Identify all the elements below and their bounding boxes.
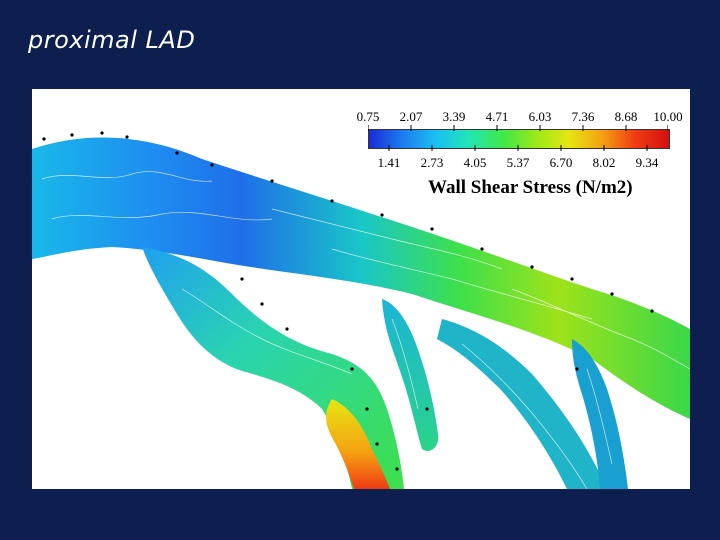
legend-title: Wall Shear Stress (N/m2) <box>428 177 633 198</box>
colorbar <box>368 129 670 149</box>
legend-top-value: 2.07 <box>399 109 423 124</box>
legend-top-value: 4.71 <box>485 109 509 124</box>
legend-bottom-value: 5.37 <box>506 155 530 170</box>
legend-top-value: 8.68 <box>614 109 638 124</box>
legend-top-value: 7.36 <box>571 109 595 124</box>
wall-shear-stress-figure: 0.75 2.07 3.39 4.71 6.03 7.36 8.68 10.00… <box>32 89 690 489</box>
legend-bottom-value: 1.41 <box>377 155 401 170</box>
colorbar-legend: 0.75 2.07 3.39 4.71 6.03 7.36 8.68 10.00… <box>352 105 690 215</box>
legend-top-value: 3.39 <box>442 109 466 124</box>
legend-bottom-value: 2.73 <box>420 155 444 170</box>
legend-bottom-value: 8.02 <box>592 155 616 170</box>
legend-bottom-value: 9.34 <box>635 155 659 170</box>
slide-title: proximal LAD <box>28 26 196 54</box>
legend-top-value: 0.75 <box>356 109 380 124</box>
colorbar-ticks <box>368 125 668 151</box>
legend-bottom-value: 6.70 <box>549 155 573 170</box>
legend-bottom-value: 4.05 <box>463 155 487 170</box>
artery-render <box>32 131 690 489</box>
legend-top-value: 10.00 <box>653 109 683 124</box>
legend-top-value: 6.03 <box>528 109 552 124</box>
